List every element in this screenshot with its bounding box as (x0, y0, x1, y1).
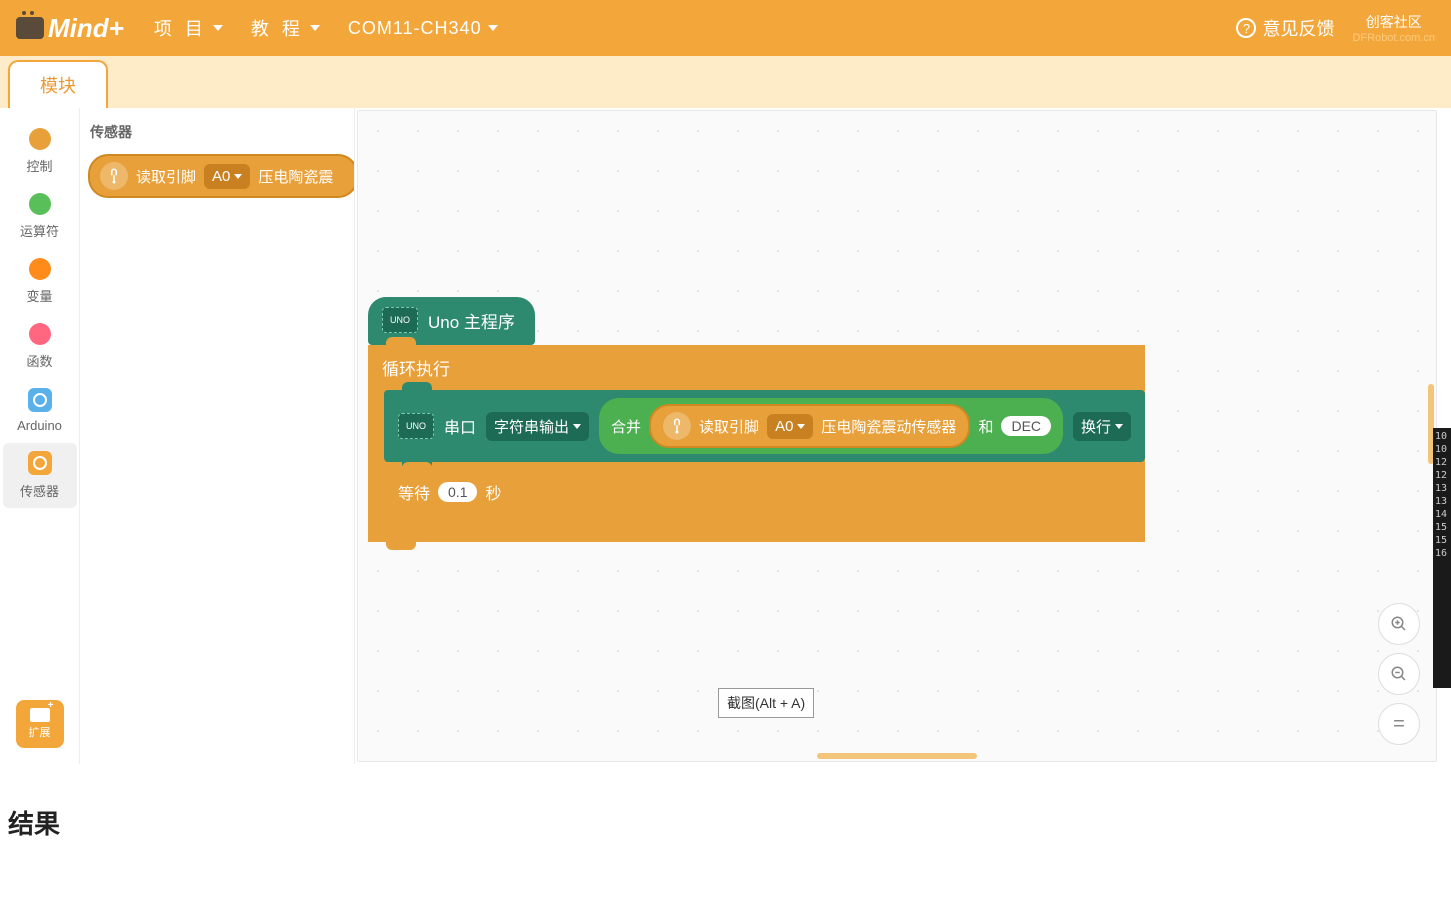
category-variables[interactable]: 变量 (3, 250, 77, 313)
app-logo: Mind+ (16, 13, 124, 44)
chevron-down-icon (1115, 424, 1123, 429)
category-functions[interactable]: 函数 (3, 315, 77, 378)
category-control[interactable]: 控制 (3, 120, 77, 183)
category-operators[interactable]: 运算符 (3, 185, 77, 248)
feedback-link[interactable]: ? 意见反馈 (1236, 15, 1334, 41)
category-sensor[interactable]: 传感器 (3, 443, 77, 508)
pin-dropdown[interactable]: A0 (204, 164, 250, 189)
wait-value-input[interactable]: 0.1 (438, 482, 477, 502)
menu-tutorial[interactable]: 教 程 (251, 15, 320, 41)
chevron-down-icon (797, 424, 805, 429)
tab-bar: 模块 (0, 56, 1451, 108)
logo-icon (16, 17, 44, 39)
chevron-down-icon (573, 424, 581, 429)
tab-blocks[interactable]: 模块 (8, 60, 108, 108)
category-arduino[interactable]: Arduino (3, 380, 77, 441)
zoom-out-button[interactable] (1378, 653, 1420, 695)
extension-button[interactable]: 扩展 (16, 700, 64, 748)
feedback-icon: ? (1236, 18, 1256, 38)
touch-sensor-icon (663, 412, 691, 440)
result-heading: 结果 (8, 804, 1451, 841)
uno-board-icon: UNO (382, 307, 418, 333)
chevron-down-icon (234, 174, 242, 179)
workspace-canvas[interactable]: UNO Uno 主程序 循环执行 UNO 串口 字符串输出 (357, 110, 1437, 762)
format-pill[interactable]: DEC (1001, 416, 1051, 436)
category-dot-icon (29, 128, 51, 150)
serial-monitor-panel: 10 10 12 12 13 13 14 15 15 16 (1433, 428, 1451, 688)
horizontal-scrollbar[interactable] (817, 753, 977, 759)
block-palette: 传感器 读取引脚 A0 压电陶瓷震 (80, 108, 355, 764)
newline-dropdown[interactable]: 换行 (1073, 412, 1131, 441)
wait-block[interactable]: 等待 0.1 秒 (384, 470, 516, 514)
page-footer: 结果 (0, 764, 1451, 841)
category-sidebar: 控制 运算符 变量 函数 Arduino 传感器 (0, 108, 80, 764)
touch-sensor-icon (100, 162, 128, 190)
uno-board-icon: UNO (398, 413, 434, 439)
serial-print-block[interactable]: UNO 串口 字符串输出 合并 (384, 390, 1145, 462)
community-link[interactable]: 创客社区 DFRobot.com.cn (1352, 12, 1435, 44)
top-menu-bar: Mind+ 项 目 教 程 COM11-CH340 ? 意见反馈 创客社区 DF… (0, 0, 1451, 56)
zoom-in-button[interactable] (1378, 603, 1420, 645)
logo-text: Mind+ (48, 13, 124, 44)
output-type-dropdown[interactable]: 字符串输出 (486, 412, 589, 441)
chevron-down-icon (213, 25, 223, 31)
chevron-down-icon (310, 25, 320, 31)
sensor-read-reporter-block[interactable]: 读取引脚 A0 压电陶瓷震动传感器 (649, 404, 970, 448)
screenshot-tooltip: 截图(Alt + A) (718, 688, 814, 718)
palette-header: 传感器 (80, 118, 354, 154)
loop-forever-block[interactable]: 循环执行 UNO 串口 字符串输出 合并 (368, 345, 1145, 542)
zoom-reset-button[interactable]: = (1378, 703, 1420, 745)
menu-project[interactable]: 项 目 (154, 15, 223, 41)
menu-port[interactable]: COM11-CH340 (348, 18, 498, 39)
category-chip-icon (28, 451, 52, 475)
category-dot-icon (29, 258, 51, 280)
category-dot-icon (29, 323, 51, 345)
pin-dropdown[interactable]: A0 (767, 414, 813, 439)
palette-sensor-block[interactable]: 读取引脚 A0 压电陶瓷震 (88, 154, 354, 198)
concat-reporter-block[interactable]: 合并 读取引脚 A0 (599, 398, 1063, 454)
category-chip-icon (28, 388, 52, 412)
extension-icon (30, 708, 50, 722)
category-dot-icon (29, 193, 51, 215)
chevron-down-icon (488, 25, 498, 31)
